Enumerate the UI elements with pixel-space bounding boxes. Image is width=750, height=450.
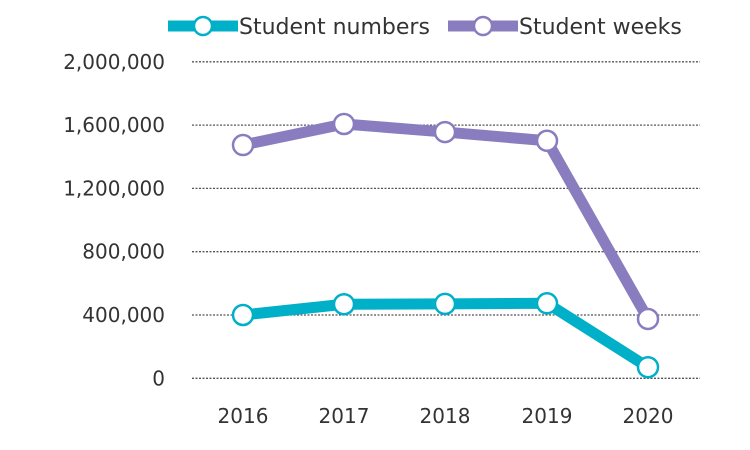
legend-label: Student numbers <box>239 15 430 40</box>
x-tick-label: 2017 <box>319 404 370 428</box>
data-point <box>535 292 559 315</box>
data-point <box>433 292 457 316</box>
x-tick-label: 2018 <box>420 404 471 428</box>
data-point <box>231 303 255 327</box>
x-tick-label: 2016 <box>218 404 269 428</box>
y-tick-label: 1,600,000 <box>63 113 165 137</box>
y-tick-label: 2,000,000 <box>63 50 165 74</box>
y-tick-label: 400,000 <box>82 303 165 327</box>
data-point <box>332 292 356 316</box>
data-point <box>636 307 660 331</box>
legend-swatch-marker <box>192 15 214 37</box>
data-point <box>535 129 559 153</box>
data-point <box>433 120 457 144</box>
y-tick-label: 800,000 <box>82 240 165 264</box>
data-point <box>231 133 255 157</box>
legend-label: Student weeks <box>519 15 682 40</box>
series-line-1 <box>241 118 653 322</box>
data-point <box>636 355 660 379</box>
x-tick-label: 2019 <box>522 404 573 428</box>
y-tick-label: 0 <box>152 366 165 390</box>
y-tick-label: 1,200,000 <box>63 176 165 200</box>
data-point <box>332 112 356 136</box>
x-tick-label: 2020 <box>623 404 674 428</box>
legend-swatch-marker <box>472 15 494 37</box>
